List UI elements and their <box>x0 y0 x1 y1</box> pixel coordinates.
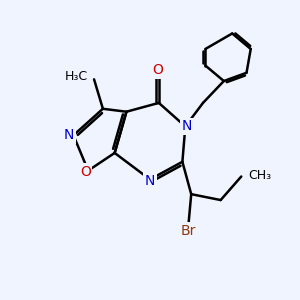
Text: N: N <box>145 174 155 188</box>
Text: H₃C: H₃C <box>65 70 88 83</box>
Text: N: N <box>182 119 192 134</box>
Text: O: O <box>152 64 163 77</box>
Text: Br: Br <box>181 224 196 238</box>
Text: N: N <box>64 128 74 142</box>
Text: O: O <box>80 165 91 179</box>
Text: CH₃: CH₃ <box>249 169 272 182</box>
